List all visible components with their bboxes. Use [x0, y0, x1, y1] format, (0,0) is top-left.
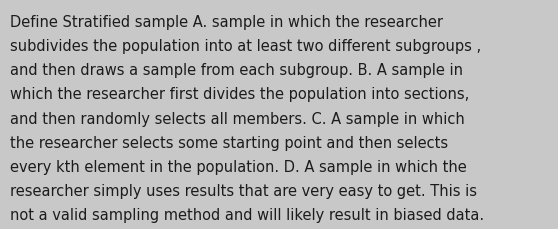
Text: every kth element in the population. D. A sample in which the: every kth element in the population. D. …: [10, 159, 467, 174]
Text: researcher simply uses results that are very easy to get. This is: researcher simply uses results that are …: [10, 183, 477, 198]
Text: which the researcher first divides the population into sections,: which the researcher first divides the p…: [10, 87, 469, 102]
Text: the researcher selects some starting point and then selects: the researcher selects some starting poi…: [10, 135, 448, 150]
Text: not a valid sampling method and will likely result in biased data.: not a valid sampling method and will lik…: [10, 207, 484, 222]
Text: and then draws a sample from each subgroup. B. A sample in: and then draws a sample from each subgro…: [10, 63, 463, 78]
Text: and then randomly selects all members. C. A sample in which: and then randomly selects all members. C…: [10, 111, 465, 126]
Text: subdivides the population into at least two different subgroups ,: subdivides the population into at least …: [10, 39, 481, 54]
Text: Define Stratified sample A. sample in which the researcher: Define Stratified sample A. sample in wh…: [10, 15, 443, 30]
